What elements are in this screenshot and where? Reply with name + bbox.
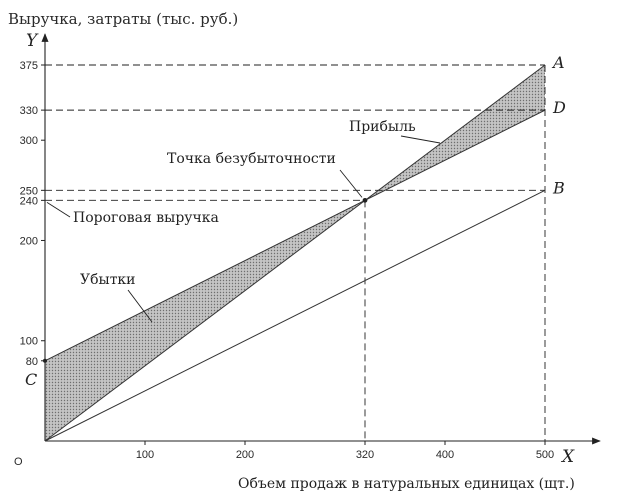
profit-leader bbox=[400, 135, 441, 144]
y-tick-label-300: 300 bbox=[20, 135, 38, 147]
point-labels: A D C B bbox=[25, 53, 566, 389]
y-tick-label-240: 240 bbox=[20, 195, 38, 207]
profit-label: Прибыль bbox=[349, 119, 416, 135]
series-line-revenue bbox=[44, 64, 546, 442]
y-tick-label-200: 200 bbox=[20, 235, 38, 247]
point-label-B: B bbox=[552, 178, 565, 197]
series-line-variable_costs bbox=[44, 189, 546, 442]
y-tick-label-100: 100 bbox=[20, 336, 38, 348]
x-tick-label-500: 500 bbox=[536, 449, 554, 461]
x-tick-label-320: 320 bbox=[356, 449, 374, 461]
x-tick-label-200: 200 bbox=[236, 449, 254, 461]
x-axis-label: Объем продаж в натуральных единицах (щт.… bbox=[238, 476, 575, 491]
chart-title: Выручка, затраты (тыс. руб.) bbox=[8, 10, 238, 28]
axes bbox=[41, 33, 601, 445]
break-even-marker bbox=[362, 197, 368, 203]
reference-lines bbox=[45, 64, 546, 441]
series-line-total_costs bbox=[44, 109, 546, 362]
loss-label: Убытки bbox=[80, 272, 136, 288]
y-tick-label-80: 80 bbox=[26, 356, 38, 368]
y-tick-label-375: 375 bbox=[20, 60, 38, 72]
loss-leader bbox=[127, 289, 153, 323]
point-label-D: D bbox=[552, 98, 566, 117]
x-tick-label-100: 100 bbox=[136, 449, 154, 461]
y-axis-letter: Y bbox=[26, 31, 39, 51]
x-tick-label-400: 400 bbox=[436, 449, 454, 461]
threshold-revenue-leader bbox=[46, 201, 71, 218]
point-label-C: C bbox=[25, 370, 37, 389]
y-tick-label-330: 330 bbox=[20, 105, 38, 117]
point-marker-C bbox=[43, 358, 47, 363]
series-lines bbox=[44, 64, 546, 442]
break-even-leader bbox=[339, 169, 363, 198]
threshold-revenue-label: Пороговая выручка bbox=[73, 210, 219, 226]
x-axis-letter: X bbox=[560, 447, 575, 467]
break-even-label: Точка безубыточности bbox=[167, 151, 336, 167]
point-label-A: A bbox=[551, 53, 565, 72]
annotations: Точка безубыточности Пороговая выручка Убы… bbox=[46, 119, 441, 323]
origin-label: O bbox=[14, 456, 23, 468]
y-tick-label-250: 250 bbox=[20, 185, 38, 197]
